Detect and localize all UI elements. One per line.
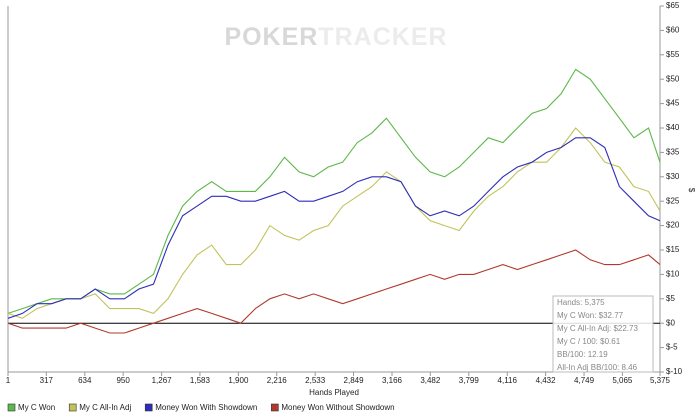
y-axis-label: $ [687,188,696,193]
y-tick-label: $15 [666,245,680,254]
x-tick-label: 1,267 [152,376,173,385]
x-tick-label: 950 [116,376,130,385]
legend-label: My C Won [18,403,55,412]
y-tick-label: $20 [666,221,680,230]
x-tick-label: 2,216 [267,376,288,385]
legend-label: Money Won With Showdown [155,403,257,412]
y-tick-label: $35 [666,148,680,157]
y-tick-label: $-10 [666,367,683,376]
y-tick-label: $50 [666,74,680,83]
y-tick-label: $40 [666,123,680,132]
series-line [7,68,661,314]
info-line: My C Won: $32.77 [557,311,624,320]
y-tick-label: $-5 [666,343,678,352]
legend-swatch [7,403,16,412]
info-box [552,295,654,373]
x-axis-label: Hands Played [309,388,359,397]
x-tick-label: 3,482 [420,376,441,385]
x-tick-label: 2,533 [305,376,326,385]
y-tick-label: $65 [666,1,680,10]
x-tick-label: 1,900 [228,376,249,385]
x-tick-label: 1,583 [190,376,211,385]
y-tick-label: $30 [666,172,680,181]
x-tick-label: 3,799 [459,376,480,385]
watermark: POKERTRACKER [224,23,447,51]
info-line: My C / 100: $0.61 [557,337,621,346]
legend-swatch [144,403,153,412]
legend-item[interactable]: Money Won Without Showdown [271,403,395,412]
x-tick-label: 4,432 [536,376,557,385]
y-tick-label: $45 [666,99,680,108]
x-tick-label: 5,375 [650,376,671,385]
y-tick-label: $25 [666,196,680,205]
legend-swatch [271,403,279,412]
info-line: All-In Adj BB/100: 8.46 [557,363,638,372]
legend-item[interactable]: Money Won With Showdown [144,403,257,412]
x-tick-label: 4,749 [574,376,595,385]
legend-swatch [68,403,77,412]
watermark-b: TRACKER [318,23,447,51]
legend-item[interactable]: My C All-In Adj [68,403,131,412]
x-tick-label: 3,166 [382,376,403,385]
y-tick-label: $5 [666,294,675,303]
watermark-a: POKER [224,23,318,51]
legend-item[interactable]: My C Won [7,403,55,412]
y-tick-label: $60 [666,26,680,35]
y-tick-label: $10 [666,270,680,279]
series-line [7,127,661,319]
x-tick-label: 317 [40,376,54,385]
legend-label: Money Won Without Showdown [281,403,394,412]
y-tick-label: $0 [666,318,675,327]
x-tick-label: 4,116 [498,376,518,385]
series-line [7,137,661,319]
series-line [7,249,661,334]
legend-label: My C All-In Adj [79,403,131,412]
x-tick-label: 2,849 [344,376,365,385]
y-tick-label: $55 [666,50,680,59]
info-line: BB/100: 12.19 [557,350,608,359]
x-tick-label: 634 [78,376,92,385]
info-line: Hands: 5,375 [557,298,605,307]
x-tick-label: 1 [6,376,11,385]
x-tick-label: 5,065 [612,376,633,385]
info-line: My C All-In Adj: $22.73 [557,324,638,333]
